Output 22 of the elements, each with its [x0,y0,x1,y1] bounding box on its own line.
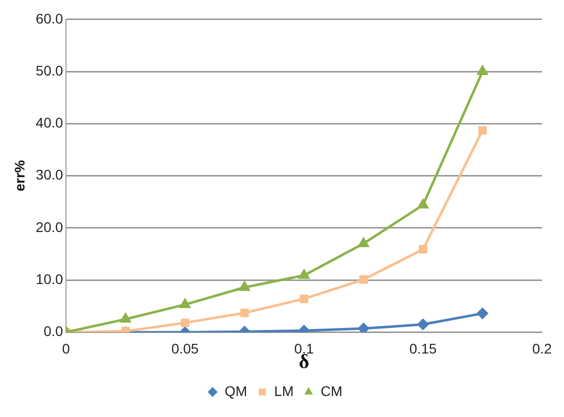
y-tick-label: 50.0 [36,62,64,78]
x-tick-label: 0 [62,340,70,356]
point [357,236,370,248]
point [178,298,192,308]
legend-label: QM [224,382,248,399]
x-tick-label: 0.2 [532,340,552,356]
x-tick-label: 0.15 [409,340,437,356]
y-tick-label: 10.0 [36,270,64,287]
point [119,312,132,323]
y-tick-label: 40.0 [36,114,64,131]
y-axis-title: err% [11,160,28,192]
point [416,198,430,208]
x-tick-label: 0.05 [171,340,199,356]
point [476,64,489,76]
point [238,280,251,291]
y-tick-label: 0.0 [44,323,64,340]
y-tick-label: 20.0 [36,218,64,235]
y-tick-label: 60.0 [36,10,64,26]
y-tick-label: 30.0 [36,166,64,183]
legend-label: CM [320,382,342,399]
legend-label: LM [274,382,294,399]
point [298,268,310,279]
